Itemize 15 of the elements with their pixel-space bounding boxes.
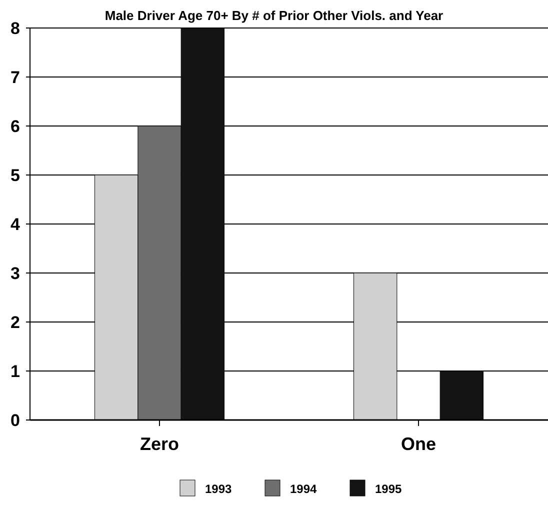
y-tick-label: 4 bbox=[10, 214, 21, 234]
y-tick-label: 8 bbox=[10, 18, 20, 38]
legend-label: 1994 bbox=[290, 482, 318, 496]
y-tick-label: 2 bbox=[10, 312, 20, 332]
y-tick-label: 0 bbox=[10, 410, 20, 430]
y-tick-label: 3 bbox=[10, 264, 20, 283]
y-tick-label: 1 bbox=[10, 362, 20, 381]
legend-label: 1995 bbox=[375, 482, 402, 496]
y-tick-label: 6 bbox=[10, 116, 20, 136]
y-tick-label: 5 bbox=[10, 166, 20, 185]
x-tick-label: Zero bbox=[140, 434, 180, 454]
chart-title: Male Driver Age 70+ By # of Prior Other Viols. and Year bbox=[104, 8, 444, 23]
x-tick-label: One bbox=[400, 434, 436, 454]
y-tick-label: 7 bbox=[10, 68, 20, 87]
legend-label: 1993 bbox=[205, 482, 232, 496]
